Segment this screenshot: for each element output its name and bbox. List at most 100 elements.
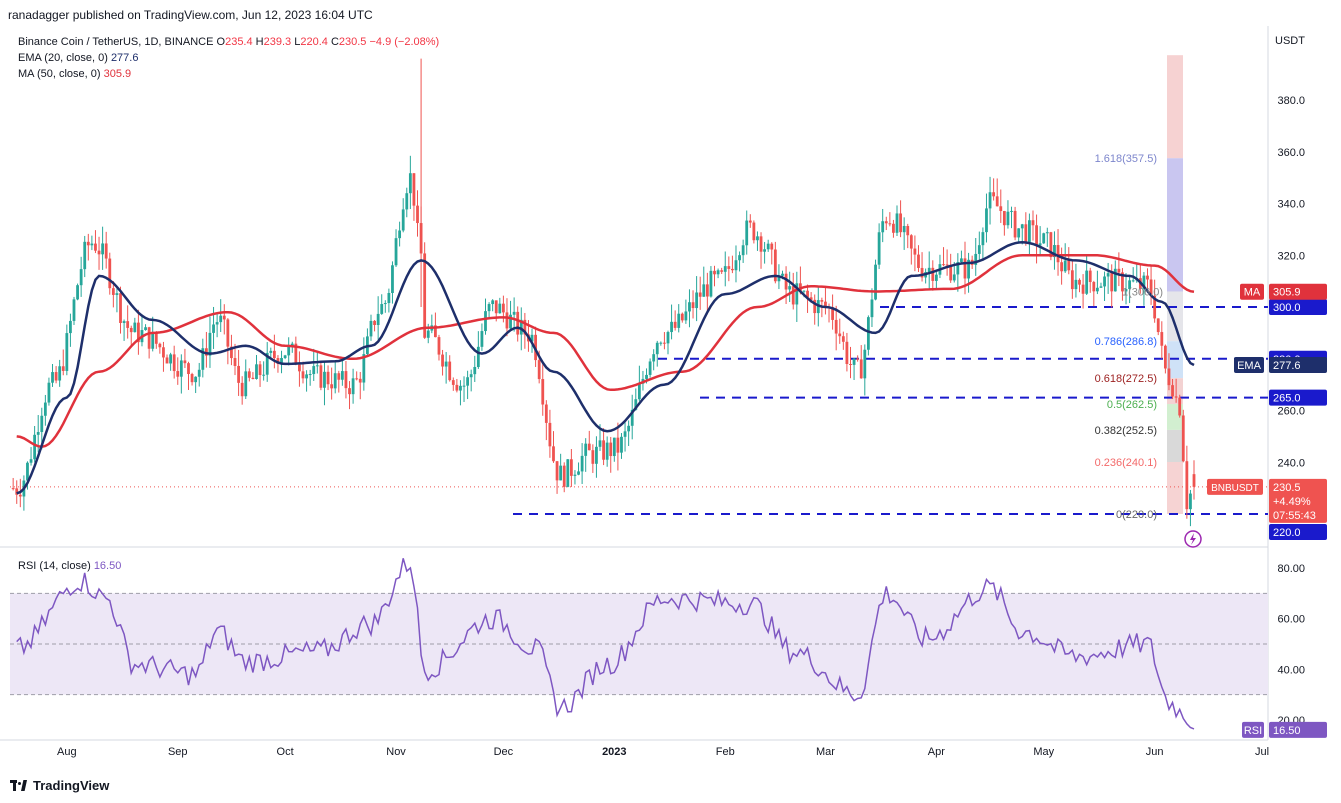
price-axis-unit: USDT bbox=[1275, 35, 1305, 47]
candle-body bbox=[1171, 385, 1174, 397]
candle-body bbox=[333, 373, 337, 389]
low-value: 220.4 bbox=[300, 36, 328, 48]
open-value: 235.4 bbox=[225, 36, 253, 48]
candle-body bbox=[215, 322, 219, 325]
candle-body bbox=[731, 268, 734, 271]
candle-body bbox=[1053, 245, 1056, 258]
candle-body bbox=[337, 373, 341, 380]
candle-body bbox=[634, 399, 638, 410]
candle-body bbox=[469, 374, 473, 378]
candle-body bbox=[698, 292, 702, 297]
candle-body bbox=[383, 303, 387, 305]
candle-body bbox=[985, 208, 988, 233]
high-value: 239.3 bbox=[263, 36, 292, 48]
candle-body bbox=[448, 361, 452, 381]
moving-averages bbox=[16, 241, 1195, 495]
price-tick: 380.0 bbox=[1277, 95, 1305, 107]
candle-body bbox=[136, 322, 140, 343]
candle-body bbox=[555, 461, 559, 481]
candle-body bbox=[104, 243, 108, 259]
candle-body bbox=[29, 459, 33, 463]
candle-body bbox=[201, 348, 205, 370]
candle-body bbox=[1074, 279, 1078, 290]
candle-body bbox=[451, 380, 455, 385]
candle-body bbox=[1192, 474, 1196, 487]
candle-body bbox=[315, 365, 319, 367]
candle-body bbox=[673, 321, 677, 328]
tag-last-change: +4.49% bbox=[1273, 496, 1311, 508]
rsi-tick: 60.00 bbox=[1277, 614, 1305, 626]
candle-body bbox=[1013, 210, 1017, 238]
tradingview-footer[interactable]: TradingView bbox=[10, 778, 109, 793]
candle-body bbox=[129, 327, 133, 333]
candle-body bbox=[398, 230, 402, 239]
candle-body bbox=[663, 342, 666, 344]
tag-ma-bg bbox=[1269, 283, 1327, 300]
candle-body bbox=[723, 266, 727, 272]
candle-body bbox=[237, 365, 240, 383]
fib-label: 0.382(252.5) bbox=[1095, 425, 1157, 437]
fib-zone-1618 bbox=[1167, 158, 1183, 292]
candle-body bbox=[97, 250, 101, 255]
tag-ema: 277.6 bbox=[1273, 360, 1301, 372]
candle-body bbox=[394, 238, 398, 266]
candle-body bbox=[408, 173, 412, 194]
candle-body bbox=[602, 440, 605, 460]
candle-body bbox=[1056, 245, 1060, 263]
candle-body bbox=[69, 320, 72, 334]
candle-body bbox=[355, 378, 359, 380]
candle-body bbox=[197, 369, 201, 377]
candle-body bbox=[423, 253, 427, 338]
candle-body bbox=[1095, 287, 1099, 292]
candle-body bbox=[949, 264, 953, 281]
lightning-icon-ring bbox=[1184, 530, 1202, 548]
candle-body bbox=[945, 264, 949, 266]
candle-body bbox=[1174, 396, 1178, 398]
rsi-path bbox=[16, 558, 1195, 730]
candle-body bbox=[348, 388, 351, 395]
candle-body bbox=[94, 243, 97, 251]
candle-body bbox=[376, 313, 380, 325]
candle-body bbox=[480, 331, 484, 347]
candle-body bbox=[652, 354, 656, 362]
rsi-label: RSI (14, close) bbox=[18, 560, 91, 572]
candle-body bbox=[147, 327, 151, 349]
time-tick: Apr bbox=[928, 746, 945, 758]
candle-body bbox=[219, 315, 223, 323]
candle-body bbox=[1103, 276, 1106, 287]
candle-body bbox=[1160, 332, 1164, 346]
candle-body bbox=[133, 322, 137, 333]
fib-label: 0.618(272.5) bbox=[1095, 373, 1157, 385]
candle-body bbox=[977, 245, 981, 254]
candle-body bbox=[484, 311, 487, 332]
tag-last-value: 230.5 bbox=[1273, 482, 1301, 494]
fib-zone-1 bbox=[1167, 291, 1183, 342]
candle-body bbox=[934, 274, 938, 281]
rsi-band bbox=[10, 592, 1268, 696]
candle-body bbox=[387, 292, 391, 304]
candle-body bbox=[459, 385, 462, 391]
candle-body bbox=[340, 371, 344, 380]
candle-body bbox=[101, 243, 105, 255]
candle-body bbox=[280, 358, 283, 364]
candle-body bbox=[294, 343, 298, 365]
candle-body bbox=[920, 267, 924, 278]
candle-body bbox=[305, 374, 308, 379]
candle-body bbox=[244, 371, 248, 397]
chart-canvas[interactable]: 1.618(357.5) 0.786(286.8) 0.618(272.5) 0.5(… bbox=[0, 26, 1341, 776]
fib-label: 0.236(240.1) bbox=[1095, 457, 1157, 469]
candle-body bbox=[33, 434, 37, 460]
candle-body bbox=[1110, 273, 1114, 292]
tag-rsi-name-bg bbox=[1242, 721, 1264, 738]
candle-body bbox=[1031, 220, 1035, 226]
ema20-line bbox=[16, 241, 1195, 495]
candle-body bbox=[165, 357, 169, 364]
candle-body bbox=[741, 245, 745, 256]
candle-body bbox=[591, 450, 595, 464]
candle-body bbox=[226, 319, 230, 347]
candle-body bbox=[605, 442, 609, 460]
candle-body bbox=[126, 321, 130, 328]
candle-body bbox=[709, 270, 713, 297]
candle-body bbox=[569, 459, 573, 476]
candle-body bbox=[748, 220, 752, 223]
